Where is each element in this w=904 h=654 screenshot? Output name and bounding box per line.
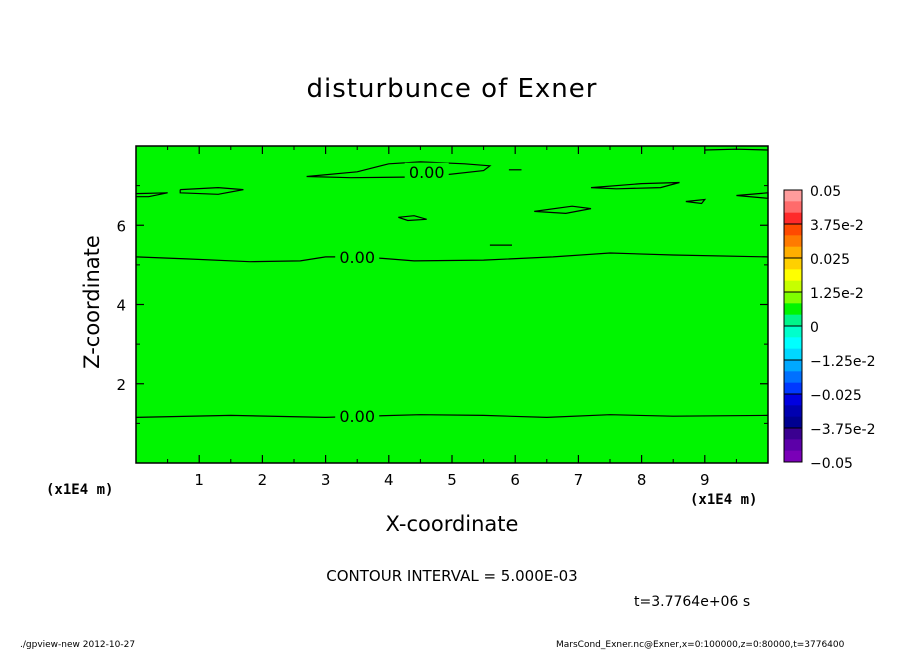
x-tick-label: 5 — [447, 471, 457, 489]
contour-line — [398, 215, 427, 222]
contour-label-bg — [404, 162, 449, 180]
contour-line — [135, 192, 168, 198]
colorbar-segment — [784, 416, 802, 429]
colorbar-label: 0 — [810, 320, 819, 336]
colorbar-label: 1.25e-2 — [810, 286, 864, 302]
contour-label-bg — [335, 247, 380, 265]
colorbar-segment — [784, 405, 802, 418]
colorbar-segment — [784, 190, 802, 202]
x-unit-label-left: (x1E4 m) — [46, 482, 114, 498]
x-axis-label: X-coordinate — [385, 512, 519, 536]
colorbar-segment — [784, 269, 802, 282]
y-tick-label: 4 — [116, 297, 126, 315]
colorbar-label: 3.75e-2 — [810, 218, 864, 234]
colorbar-segment — [784, 292, 802, 304]
colorbar-segment — [784, 450, 802, 463]
colorbar-segment — [784, 428, 802, 440]
contour-line — [534, 205, 592, 215]
colorbar-segment — [784, 201, 802, 214]
colorbar-segment — [784, 303, 802, 316]
colorbar-segment — [784, 280, 802, 293]
colorbar-segment — [784, 258, 802, 270]
colorbar-label: 0.05 — [810, 184, 841, 200]
contour-label: 0.00 — [409, 163, 445, 182]
colorbar-label: −3.75e-2 — [810, 422, 875, 438]
colorbar-segment — [784, 235, 802, 248]
colorbar-segment — [784, 371, 802, 384]
contour-line — [306, 161, 492, 179]
y-axis-label: Z-coordinate — [80, 235, 104, 369]
contour-label-bg — [335, 407, 380, 425]
x-unit-label-right: (x1E4 m) — [690, 492, 758, 508]
x-tick-label: 4 — [384, 471, 394, 489]
colorbar-segment — [784, 314, 802, 327]
contour-line — [179, 186, 244, 195]
colorbar-segment — [784, 394, 802, 406]
x-tick-label: 6 — [510, 471, 520, 489]
contour-label: 0.00 — [339, 407, 375, 426]
x-tick-label: 2 — [258, 471, 268, 489]
colorbar-segment — [784, 337, 802, 350]
x-tick-label: 7 — [574, 471, 584, 489]
x-tick-label: 8 — [637, 471, 647, 489]
colorbar-segment — [784, 439, 802, 452]
contour-line — [685, 198, 707, 205]
colorbar-label: −1.25e-2 — [810, 354, 875, 370]
contour-line — [135, 252, 769, 263]
colorbar-segment — [784, 224, 802, 236]
colorbar-label: −0.025 — [810, 388, 862, 404]
colorbar-label: −0.05 — [810, 456, 853, 472]
x-tick-label: 1 — [194, 471, 204, 489]
contour-label: 0.00 — [339, 248, 375, 267]
colorbar-label: 0.025 — [810, 252, 850, 268]
contour-line — [135, 414, 769, 419]
chart-title: disturbunce of Exner — [306, 74, 598, 104]
contour-line — [590, 181, 680, 190]
time-label: t=3.7764e+06 s — [634, 594, 751, 610]
x-tick-label: 9 — [700, 471, 710, 489]
x-tick-label: 3 — [321, 471, 331, 489]
footer-left: ./gpview-new 2012-10-27 — [20, 640, 136, 650]
colorbar-segment — [784, 326, 802, 338]
y-tick-label: 6 — [116, 217, 126, 235]
colorbar-segment — [784, 246, 802, 259]
footer-right: MarsCond_Exner.nc@Exner,x=0:100000,z=0:8… — [556, 640, 845, 650]
colorbar-segment — [784, 360, 802, 372]
colorbar-segment — [784, 212, 802, 225]
contour-interval-note: CONTOUR INTERVAL = 5.000E-03 — [326, 567, 578, 585]
colorbar-segment — [784, 382, 802, 395]
field-fill — [136, 146, 768, 463]
colorbar-segment — [784, 348, 802, 361]
y-tick-label: 2 — [116, 376, 126, 394]
